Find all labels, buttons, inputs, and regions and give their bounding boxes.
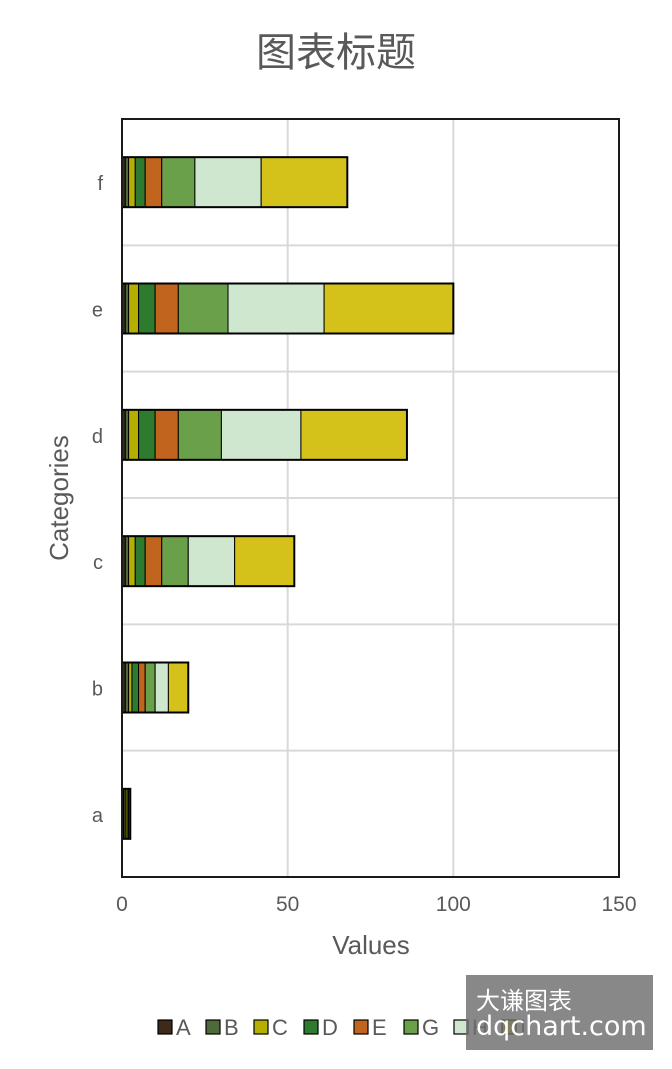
bar-segment-b-H — [154, 662, 169, 713]
legend-label-G: G — [422, 1015, 439, 1040]
y-axis-title: Categories — [44, 435, 74, 561]
bar-segment-e-G — [177, 283, 229, 334]
bar-segment-c-E — [144, 535, 163, 587]
bar-segment-d-C — [128, 409, 140, 461]
x-tick-label: 100 — [436, 893, 471, 916]
bar-segment-f-C — [128, 156, 136, 208]
bar-segment-d-I — [300, 409, 408, 461]
y-tick-label: f — [97, 173, 103, 195]
legend-label-D: D — [322, 1015, 338, 1040]
watermark-url: dqchart.com — [476, 1011, 647, 1042]
legend-swatch-A — [157, 1019, 173, 1035]
watermark-brand: 大谦图表 — [476, 987, 572, 1015]
bar-segment-f-I — [260, 156, 348, 208]
x-tick-label: 0 — [116, 893, 128, 916]
legend-label-A: A — [176, 1015, 191, 1040]
legend-swatch-D — [303, 1019, 319, 1035]
bar-segment-b-D — [131, 662, 140, 713]
bar-segment-e-C — [128, 283, 140, 334]
x-axis-title: Values — [332, 930, 410, 960]
bar-segment-b-G — [144, 662, 156, 713]
bar-segment-e-D — [138, 283, 156, 334]
bar-segment-d-H — [220, 409, 302, 461]
bar-segment-e-I — [323, 283, 454, 334]
bar-segment-f-E — [144, 156, 163, 208]
bar-segment-c-G — [161, 535, 189, 587]
legend-label-E: E — [372, 1015, 387, 1040]
bar-segment-f-D — [134, 156, 146, 208]
watermark-badge: 大谦图表 dqchart.com — [466, 975, 653, 1050]
bar-segment-d-D — [138, 409, 156, 461]
x-tick-label: 150 — [601, 893, 636, 916]
bar-segment-d-E — [154, 409, 179, 461]
y-tick-label: b — [92, 679, 103, 701]
bar-segment-f-H — [194, 156, 262, 208]
y-tick-label: e — [92, 300, 103, 322]
bar-segment-c-C — [128, 535, 136, 587]
bar-segment-e-H — [227, 283, 325, 334]
legend-swatch-E — [353, 1019, 369, 1035]
x-tick-label: 50 — [276, 893, 299, 916]
bar-segment-d-G — [177, 409, 222, 461]
bar-segment-c-D — [134, 535, 146, 587]
legend-label-B: B — [224, 1015, 239, 1040]
bar-segment-c-H — [187, 535, 236, 587]
y-tick-label: c — [93, 552, 103, 574]
legend-swatch-G — [403, 1019, 419, 1035]
y-tick-label: d — [92, 426, 103, 448]
legend-label-C: C — [272, 1015, 288, 1040]
bar-segment-f-G — [161, 156, 196, 208]
bar-segment-c-I — [234, 535, 295, 587]
plot-border — [121, 118, 620, 878]
legend-swatch-C — [253, 1019, 269, 1035]
bar-segment-b-E — [138, 662, 146, 713]
y-tick-label: a — [92, 805, 104, 827]
chart-title: 图表标题 — [256, 30, 416, 76]
legend-swatch-B — [205, 1019, 221, 1035]
bar-segment-b-I — [167, 662, 189, 713]
bar-segment-e-E — [154, 283, 179, 334]
